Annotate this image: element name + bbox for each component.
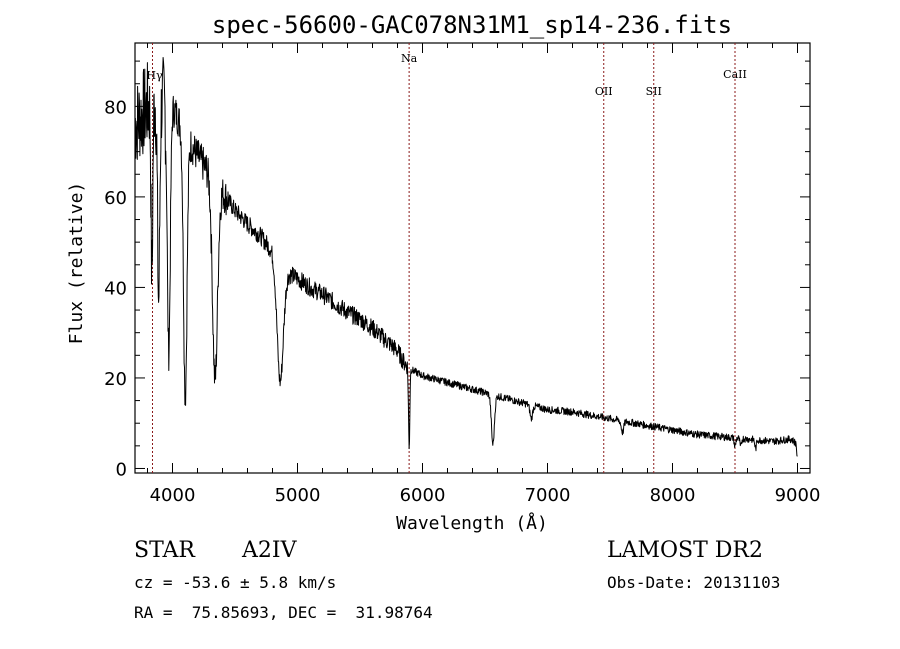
survey-name: LAMOST DR2 — [607, 538, 763, 563]
line-marker-label: SII — [646, 85, 662, 98]
x-tick-label: 7000 — [525, 485, 571, 506]
x-tick-label: 8000 — [650, 485, 696, 506]
line-marker-label: OII — [595, 85, 613, 98]
x-tick-label: 5000 — [275, 485, 321, 506]
line-marker-label: Hγ — [146, 69, 163, 82]
x-tick-label: 9000 — [775, 485, 821, 506]
y-tick-label: 0 — [116, 459, 127, 480]
y-tick-label: 20 — [104, 369, 127, 390]
object-class: STAR — [134, 538, 195, 563]
y-tick-label: 80 — [104, 97, 127, 118]
axis-tick-labels: 4000 5000 6000 7000 8000 9000 0 20 40 60 80 — [104, 97, 820, 506]
line-marker-label: Na — [401, 52, 418, 65]
chart-title: spec-56600-GAC078N31M1_sp14-236.fits — [212, 11, 732, 39]
spectral-line-markers: Hγ Na OII SII CaII — [146, 43, 747, 473]
observation-date: Obs-Date: 20131103 — [607, 573, 781, 592]
axis-ticks — [135, 43, 810, 473]
x-tick-label: 4000 — [150, 485, 196, 506]
object-subclass: A2IV — [242, 538, 297, 563]
line-marker-label: CaII — [723, 68, 747, 81]
x-axis-label: Wavelength (Å) — [396, 512, 548, 534]
x-tick-label: 6000 — [400, 485, 446, 506]
velocity-readout: cz = -53.6 ± 5.8 km/s — [134, 573, 337, 592]
coordinates: RA = 75.85693, DEC = 31.98764 — [134, 603, 433, 622]
y-axis-label: Flux (relative) — [66, 182, 87, 345]
y-tick-label: 40 — [104, 278, 127, 299]
spectrum-series — [134, 57, 798, 457]
spectrum-line — [134, 57, 798, 457]
plot-frame — [134, 42, 811, 474]
y-tick-label: 60 — [104, 188, 127, 209]
